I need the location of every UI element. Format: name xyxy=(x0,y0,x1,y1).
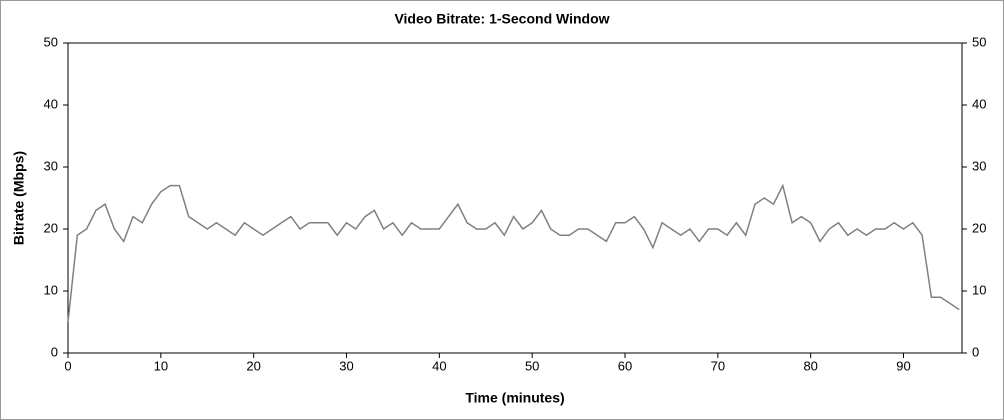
series-line xyxy=(67,183,960,323)
plot-area xyxy=(67,42,963,354)
x-tick-label: 0 xyxy=(64,358,71,373)
y2-tick-label: 20 xyxy=(972,220,986,235)
y2-tick-label: 50 xyxy=(972,34,986,49)
y-axis-title: Bitrate (Mbps) xyxy=(11,151,27,245)
y2-tick-label: 30 xyxy=(972,158,986,173)
x-tick-label: 40 xyxy=(432,358,446,373)
y-tick-label: 20 xyxy=(44,220,58,235)
x-tick-label: 70 xyxy=(711,358,725,373)
x-tick-label: 60 xyxy=(618,358,632,373)
x-tick-label: 20 xyxy=(246,358,260,373)
x-tick-label: 80 xyxy=(803,358,817,373)
y-tick-label: 50 xyxy=(44,34,58,49)
y-tick-label: 40 xyxy=(44,96,58,111)
x-tick-label: 50 xyxy=(525,358,539,373)
y-tick-label: 30 xyxy=(44,158,58,173)
y2-tick-label: 40 xyxy=(972,96,986,111)
y2-tick-label: 10 xyxy=(972,282,986,297)
x-tick-label: 10 xyxy=(154,358,168,373)
x-axis-title: Time (minutes) xyxy=(465,390,564,406)
y-tick-label: 0 xyxy=(51,344,58,359)
x-tick-label: 30 xyxy=(339,358,353,373)
chart-title: Video Bitrate: 1-Second Window xyxy=(394,11,609,27)
y2-tick-label: 0 xyxy=(972,344,979,359)
y-tick-label: 10 xyxy=(44,282,58,297)
x-tick-label: 90 xyxy=(896,358,910,373)
